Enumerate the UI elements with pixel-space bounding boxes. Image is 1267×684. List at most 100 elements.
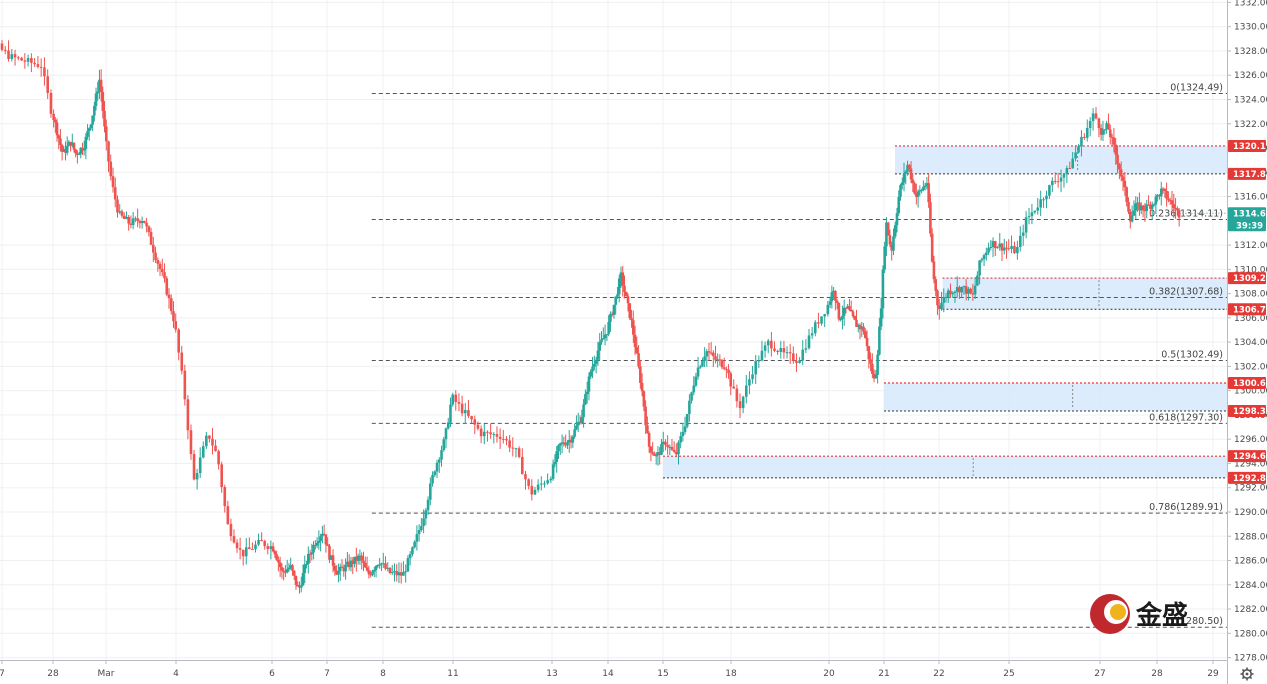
candle-body	[651, 452, 654, 454]
candle-body	[271, 546, 275, 552]
candle-body	[897, 196, 901, 214]
candle-body	[367, 570, 371, 575]
candle-body	[1130, 215, 1134, 222]
current-price-tag	[1228, 207, 1266, 232]
candle-body	[282, 570, 285, 572]
candle-body	[98, 79, 101, 92]
candle-body	[147, 226, 151, 233]
candle-body	[621, 272, 625, 286]
candle-body	[273, 551, 277, 555]
candle-body	[220, 464, 223, 488]
candle-body	[1163, 188, 1167, 191]
candle-body	[167, 294, 171, 299]
candle-body	[874, 374, 878, 379]
time-axis[interactable]: 7 28 Mar 4 6 7 8 11 13 14 15 18 20 21 22 25 27 28 29	[0, 660, 1227, 684]
candle-body	[156, 259, 160, 264]
candle-body	[76, 153, 79, 155]
candle-body	[238, 548, 242, 550]
candle-body	[540, 483, 543, 485]
candle-body	[1051, 180, 1054, 186]
candle-body	[628, 303, 632, 319]
candle-body	[915, 193, 918, 197]
candle-body	[707, 351, 711, 353]
candle-body	[646, 425, 649, 434]
candle-body	[1167, 198, 1170, 201]
candle-body	[612, 304, 616, 316]
candle-body	[296, 584, 300, 587]
candle-body	[226, 506, 230, 524]
price-tag-bg	[1228, 405, 1266, 418]
candle-body	[562, 442, 566, 445]
fib-level-label: 0(1324.49)	[1170, 83, 1223, 94]
candle-body	[609, 313, 612, 323]
candle-body	[43, 67, 46, 77]
candle-body	[980, 259, 984, 261]
candle-body	[1165, 190, 1168, 199]
candle-body	[1062, 174, 1066, 178]
candle-body	[971, 293, 975, 295]
candle-body	[964, 286, 968, 294]
candle-body	[908, 164, 911, 169]
candle-body	[299, 585, 303, 588]
candle-body	[317, 541, 321, 543]
candle-body	[937, 305, 941, 310]
candle-body	[77, 153, 81, 155]
fib-level-label: 0.786(1289.91)	[1149, 502, 1223, 513]
candle-body	[617, 278, 621, 295]
candle-body	[287, 567, 291, 570]
candle-body	[426, 499, 430, 511]
candle-body	[59, 138, 62, 146]
candle-body	[346, 561, 349, 565]
candle-body	[82, 149, 86, 151]
time-tick-label: 14	[602, 669, 614, 679]
candle-body	[1068, 168, 1072, 170]
candle-body	[67, 141, 71, 146]
candle-body	[329, 555, 333, 560]
candle-body	[813, 322, 817, 334]
candle-body	[358, 555, 362, 557]
candle-body	[314, 544, 317, 546]
zone-box	[884, 383, 1227, 412]
candle-body	[1071, 158, 1074, 169]
price-tag-bg	[1228, 139, 1266, 152]
candle-body	[446, 422, 450, 429]
price-tick-label: 1296.00	[1234, 435, 1267, 445]
candle-body	[846, 306, 849, 309]
candle-body	[527, 479, 530, 486]
candle-body	[381, 563, 385, 565]
candle-body	[326, 544, 329, 546]
candle-body	[644, 406, 647, 426]
candle-body	[467, 410, 470, 417]
candle-body	[36, 64, 40, 67]
candle-body	[598, 342, 602, 351]
candle-body	[103, 110, 106, 127]
candle-body	[57, 135, 61, 139]
candle-body	[826, 304, 830, 315]
candle-body	[564, 444, 567, 446]
candle-body	[1053, 180, 1057, 182]
candle-body	[1154, 196, 1158, 205]
candle-body	[49, 92, 53, 114]
candle-body	[417, 530, 421, 535]
candle-body	[52, 113, 55, 120]
candle-body	[208, 435, 211, 439]
candle-body	[337, 571, 340, 575]
candle-body	[365, 567, 369, 571]
candle-body	[610, 313, 614, 316]
candle-body	[201, 446, 205, 458]
candle-body	[685, 414, 689, 427]
candle-body	[647, 433, 651, 447]
candle-body	[930, 233, 934, 262]
candle-body	[369, 574, 372, 576]
supply-demand-zones	[663, 145, 1227, 479]
price-tag-bg	[1228, 377, 1266, 390]
candle-body	[395, 571, 399, 576]
gear-icon[interactable]	[1240, 667, 1254, 681]
candle-body	[890, 244, 893, 251]
candle-body	[571, 436, 575, 443]
price-axis[interactable]: 1278.00 1280.00 1282.00 1284.00 1286.00 1288.…	[1227, 0, 1267, 684]
candle-body	[277, 559, 280, 563]
candle-body	[973, 285, 977, 295]
candle-body	[451, 394, 455, 405]
candle-body	[284, 571, 287, 573]
